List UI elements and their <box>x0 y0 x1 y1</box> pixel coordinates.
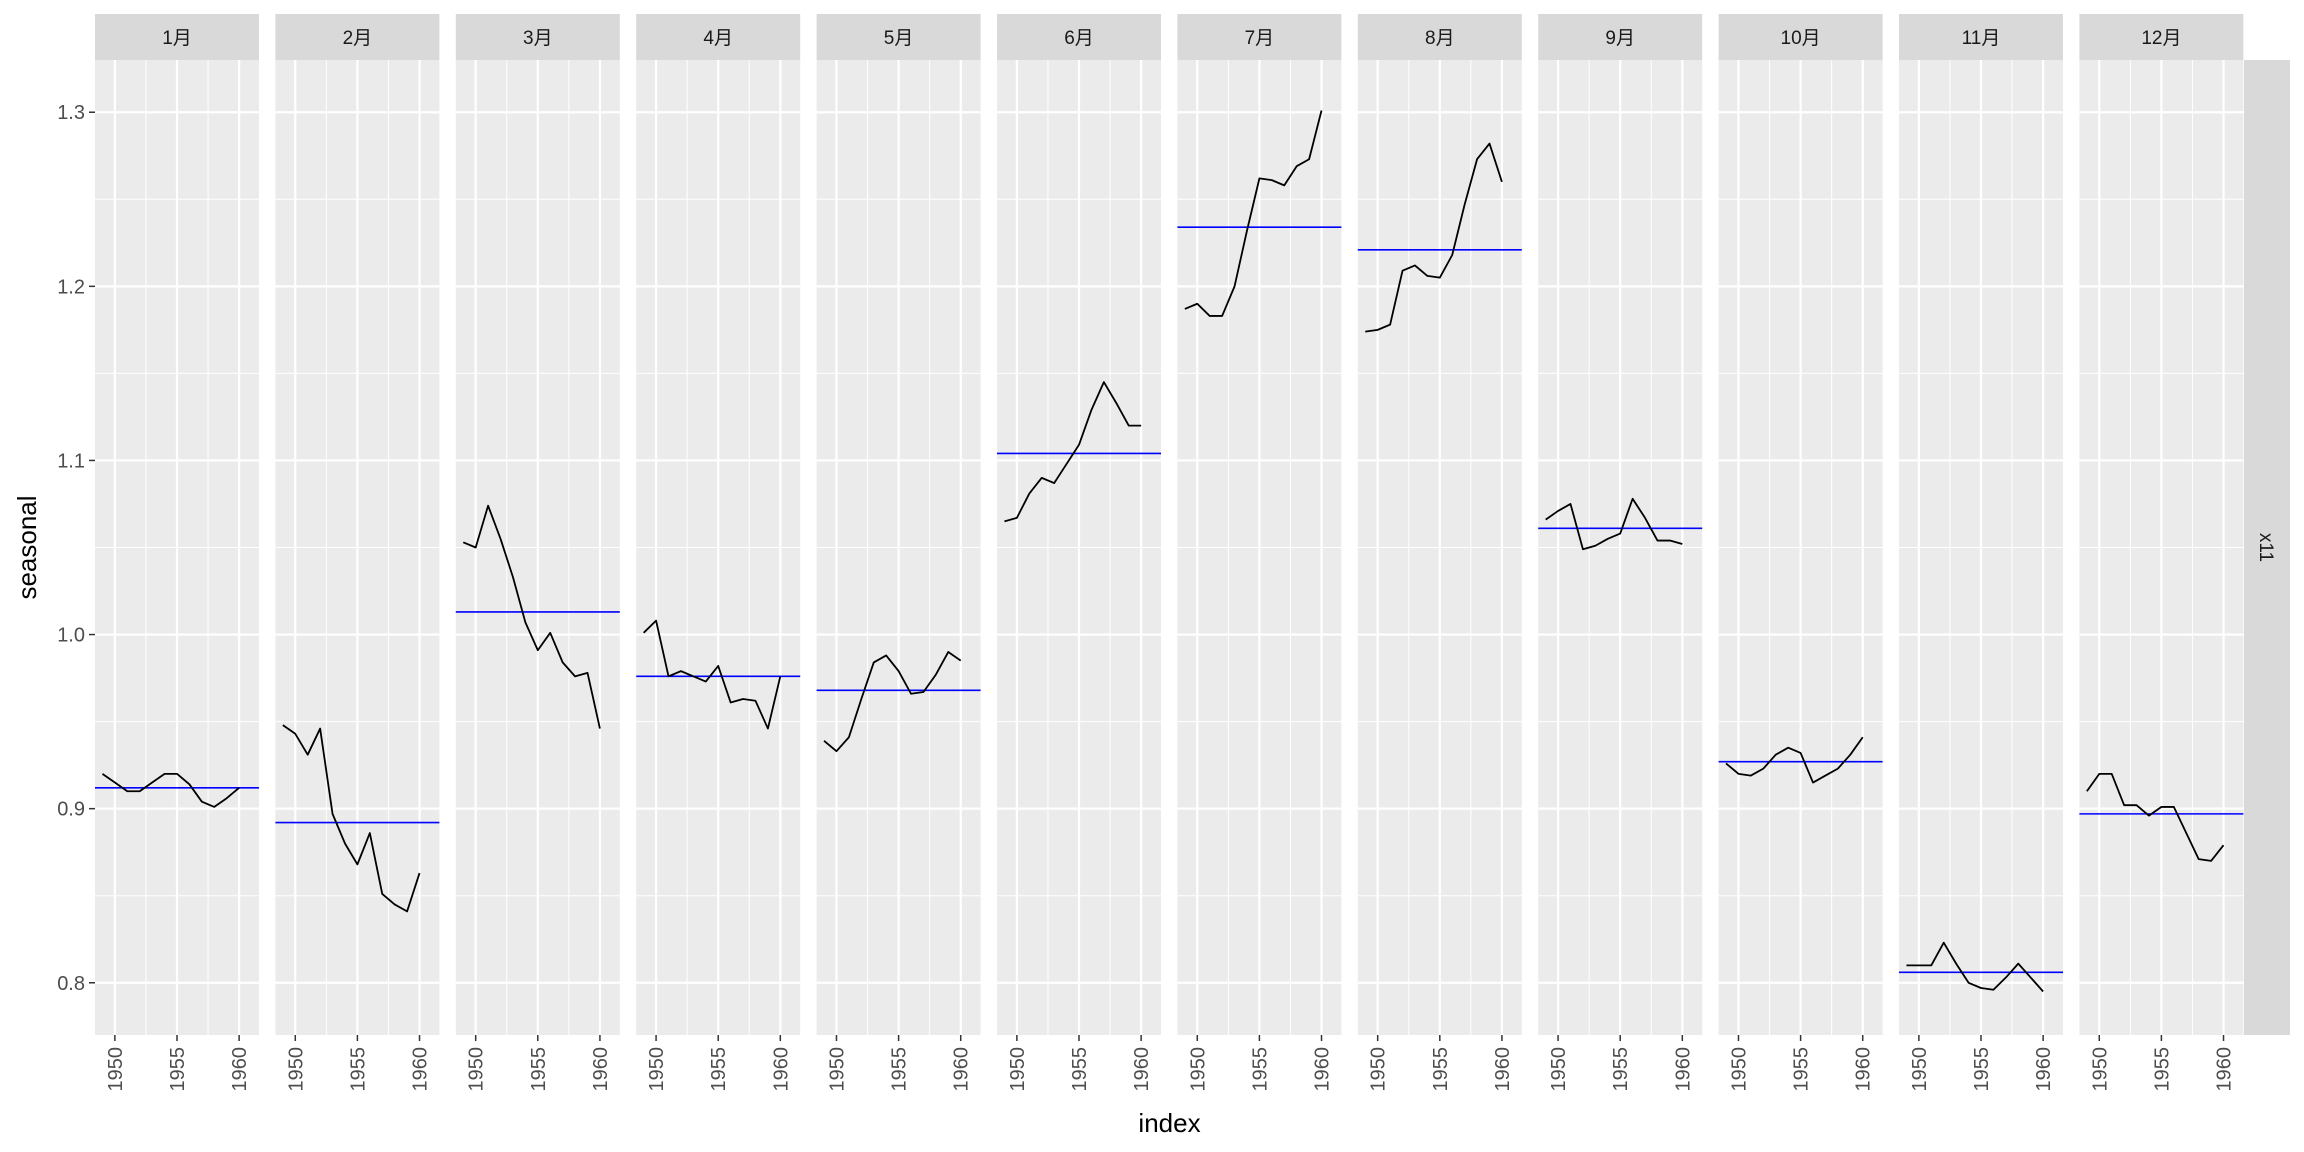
x-tick-label: 1950 <box>466 1047 488 1092</box>
x-tick-label: 1960 <box>1853 1047 1875 1092</box>
facet-strip <box>997 14 1161 60</box>
facet-strip <box>636 14 801 60</box>
x-tick-label: 1950 <box>646 1047 668 1092</box>
x-tick-label: 1960 <box>229 1047 251 1092</box>
facet-strip <box>1177 14 1342 60</box>
facet-strip <box>1538 14 1703 60</box>
facet-strip-label: 9月 <box>1605 28 1635 49</box>
y-tick-label: 1.2 <box>57 276 85 298</box>
x-tick-label: 1960 <box>770 1047 792 1092</box>
facet-strip <box>1357 14 1522 60</box>
facet-strip-label: 11月 <box>1962 28 2001 49</box>
x-tick-label: 1950 <box>105 1047 127 1092</box>
x-tick-label: 1955 <box>167 1047 189 1092</box>
facet-panel: 11月 1950 1955 1960 <box>1899 14 2063 1092</box>
series-line <box>1725 736 1864 784</box>
facet-panel: 2月 1950 1955 1960 <box>275 14 440 1092</box>
series-line <box>1365 142 1503 333</box>
facet-panel: 3月 1950 1955 1960 <box>455 14 620 1092</box>
facet-strip-label: 7月 <box>1245 28 1275 49</box>
x-tick-label: 1955 <box>1069 1047 1091 1092</box>
y-tick-label: 1.0 <box>57 625 85 647</box>
x-tick-label: 1955 <box>2151 1047 2173 1092</box>
facet-panel: 10月 1950 1955 1960 <box>1718 14 1883 1092</box>
facet-row-strip-background <box>2244 60 2290 1035</box>
x-tick-label: 1960 <box>1492 1047 1514 1092</box>
facet-strip <box>816 14 981 60</box>
facet-panel: 7月 1950 1955 1960 <box>1177 14 1342 1092</box>
facet-strip-label: 8月 <box>1425 28 1455 49</box>
facet-strip <box>275 14 440 60</box>
facet-row-label: x11 <box>2255 533 2276 562</box>
facet-strip-label: 2月 <box>343 28 373 49</box>
x-tick-label: 1960 <box>2214 1047 2236 1092</box>
series-line <box>643 619 782 730</box>
facet-panels: 1月 1950 1955 1960 2月 1950 1955 1960 3月 1950 1955 19… <box>95 14 2244 1092</box>
x-tick-label: 1950 <box>2089 1047 2111 1092</box>
x-tick-label: 1950 <box>1368 1047 1390 1092</box>
facet-panel: 4月 1950 1955 1960 <box>636 14 801 1092</box>
x-tick-label: 1960 <box>410 1047 432 1092</box>
series-line <box>823 651 962 753</box>
x-tick-label: 1950 <box>1728 1047 1750 1092</box>
x-tick-label: 1960 <box>590 1047 612 1092</box>
y-tick-label: 0.8 <box>57 973 85 995</box>
x-tick-label: 1955 <box>1791 1047 1813 1092</box>
facet-strip <box>2079 14 2244 60</box>
facet-panel: 12月 1950 1955 1960 <box>2079 14 2244 1092</box>
x-tick-label: 1955 <box>708 1047 730 1092</box>
facet-panel: 5月 1950 1955 1960 <box>816 14 981 1092</box>
series-line <box>1004 381 1142 523</box>
y-tick-label: 1.3 <box>57 102 85 124</box>
facet-row-strip: x11 <box>2244 60 2290 1035</box>
x-tick-label: 1960 <box>1131 1047 1153 1092</box>
x-tick-label: 1950 <box>1007 1047 1029 1092</box>
facet-panel: 1月 1950 1955 1960 <box>95 14 259 1092</box>
x-axis-title: index <box>1138 1108 1200 1138</box>
facet-strip <box>455 14 620 60</box>
x-tick-label: 1950 <box>1548 1047 1570 1092</box>
x-tick-label: 1955 <box>1249 1047 1271 1092</box>
series-line <box>282 724 421 913</box>
facet-panel: 6月 1950 1955 1960 <box>997 14 1161 1092</box>
facet-panel: 8月 1950 1955 1960 <box>1357 14 1522 1092</box>
x-tick-label: 1955 <box>1971 1047 1993 1092</box>
facet-strip-label: 5月 <box>884 28 914 49</box>
series-line <box>462 504 601 729</box>
x-tick-label: 1955 <box>528 1047 550 1092</box>
facet-strip-label: 12月 <box>2141 28 2181 49</box>
series-line <box>1906 941 2044 993</box>
series-line <box>2086 772 2225 862</box>
x-tick-label: 1960 <box>1672 1047 1694 1092</box>
x-tick-label: 1960 <box>2033 1047 2055 1092</box>
x-tick-label: 1955 <box>1430 1047 1452 1092</box>
facet-strip <box>95 14 259 60</box>
facet-panel: 9月 1950 1955 1960 <box>1538 14 1703 1092</box>
facet-strip-label: 4月 <box>703 28 733 49</box>
x-tick-label: 1960 <box>951 1047 973 1092</box>
y-tick-label: 0.9 <box>57 799 85 821</box>
x-tick-label: 1950 <box>826 1047 848 1092</box>
y-tick-label: 1.1 <box>57 450 85 472</box>
x-tick-label: 1955 <box>1610 1047 1632 1092</box>
x-tick-label: 1955 <box>889 1047 911 1092</box>
y-axis-title: seasonal <box>12 495 42 599</box>
facet-strip <box>1718 14 1883 60</box>
x-tick-label: 1950 <box>1909 1047 1931 1092</box>
x-tick-label: 1950 <box>285 1047 307 1092</box>
facet-strip-label: 3月 <box>523 28 553 49</box>
facet-strip <box>1899 14 2063 60</box>
series-line <box>1545 497 1683 551</box>
series-line <box>1184 110 1323 317</box>
facet-strip-label: 1月 <box>162 28 192 49</box>
x-tick-label: 1950 <box>1187 1047 1209 1092</box>
facet-strip-label: 10月 <box>1781 28 1821 49</box>
x-tick-label: 1955 <box>347 1047 369 1092</box>
series-line <box>101 772 240 808</box>
y-axis: 0.8 0.9 1.0 1.1 1.2 1.3 <box>57 102 95 995</box>
x-tick-label: 1960 <box>1312 1047 1334 1092</box>
facet-strip-label: 6月 <box>1064 28 1094 49</box>
